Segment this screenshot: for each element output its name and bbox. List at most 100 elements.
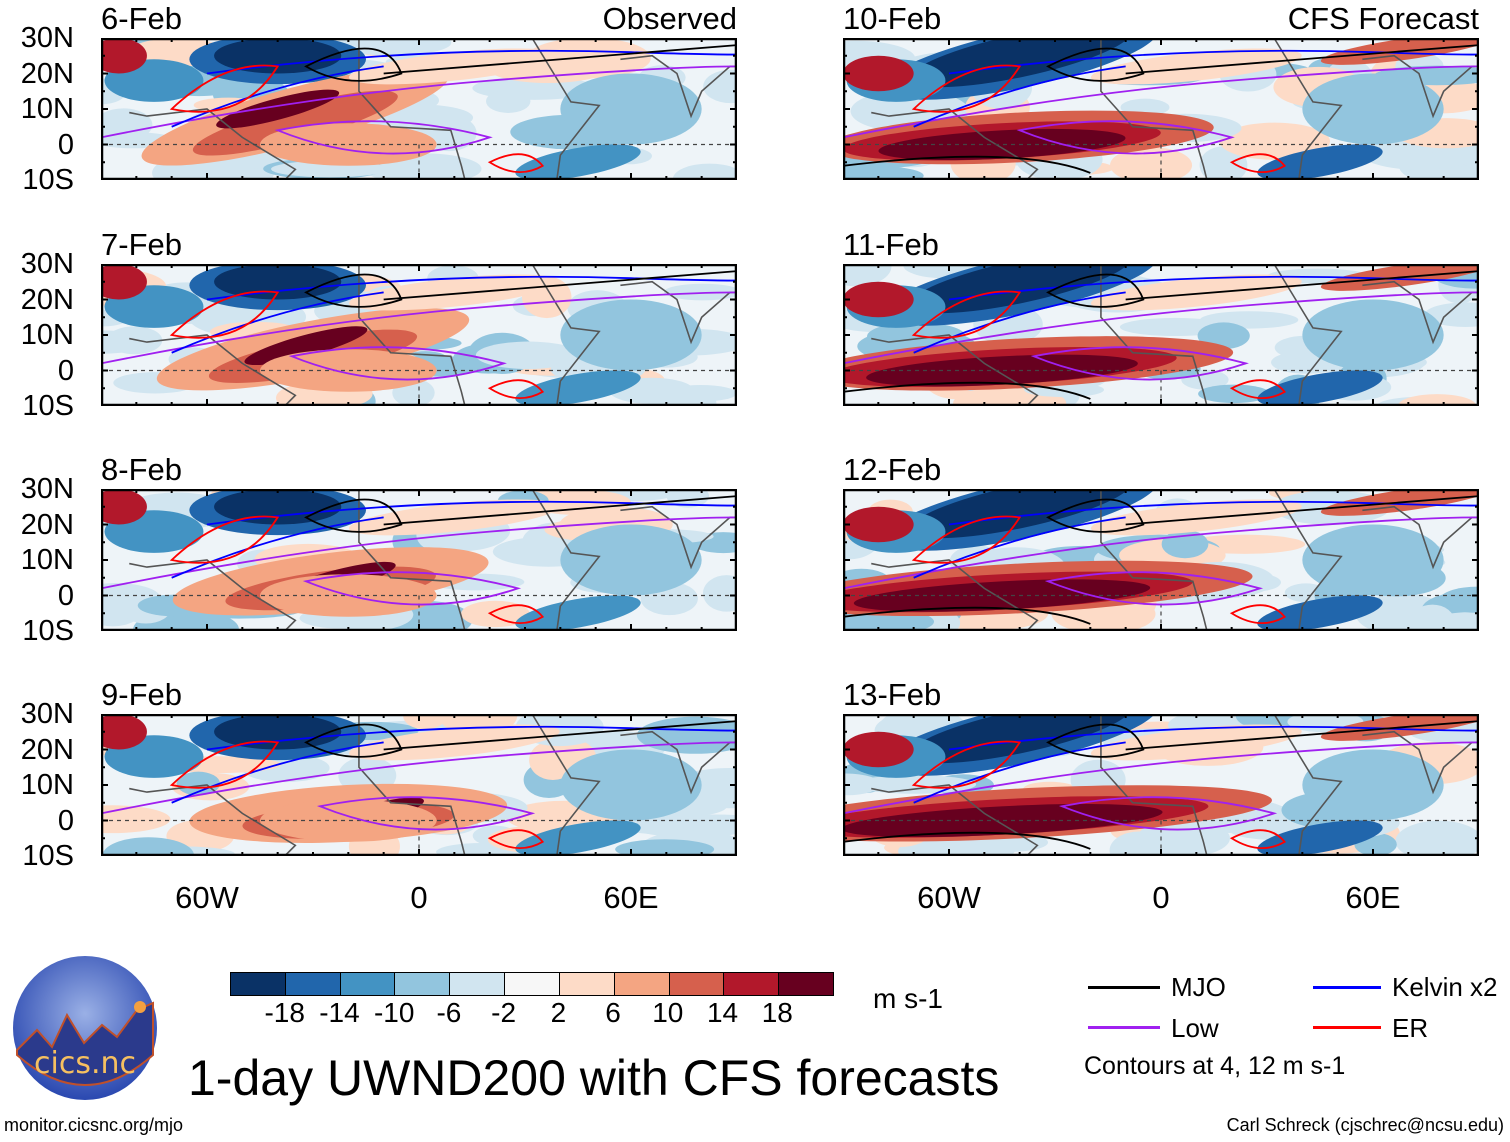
wind-anomaly-blob: [1257, 820, 1383, 856]
mjo-contour: [304, 273, 403, 308]
wind-anomaly-blob: [1302, 73, 1444, 145]
colorbar: [230, 972, 834, 996]
mjo-contour: [383, 270, 737, 301]
colorbar-swatch: [231, 973, 286, 995]
legend-label-mjo: MJO: [1171, 972, 1226, 1002]
low-contour: [288, 346, 507, 381]
panel-date: 6-Feb: [101, 1, 182, 36]
lat-label: 20N: [20, 733, 74, 766]
map-panel: [101, 489, 737, 631]
legend-label-kelvin: Kelvin x2: [1392, 972, 1498, 1002]
er-contour: [487, 829, 545, 849]
wind-anomaly-blob: [260, 123, 437, 166]
wind-anomaly-blob: [1110, 147, 1193, 180]
lon-label: 60W: [917, 880, 981, 915]
map-panel: [101, 38, 737, 180]
wind-anomaly-blob: [102, 837, 194, 856]
mjo-contour: [383, 44, 737, 75]
low-contour: [843, 741, 1479, 815]
mjo-contour: [1125, 44, 1479, 75]
cics-logo: cics.nc: [12, 955, 158, 1101]
colorbar-tick-label: -6: [436, 997, 462, 1028]
colorbar-tick-label: -10: [373, 997, 415, 1028]
wind-anomaly-blob: [843, 506, 914, 543]
wind-anomaly-blob: [348, 724, 560, 761]
er-contour: [169, 740, 280, 789]
wind-anomaly-blob: [672, 163, 737, 180]
colorbar-tick-label: 18: [761, 997, 793, 1028]
low-contour: [302, 571, 522, 606]
panel-date: 11-Feb: [843, 227, 939, 262]
lon-label: 0: [410, 880, 428, 915]
wind-anomaly-blob: [560, 73, 702, 145]
wind-anomaly-blob: [101, 264, 147, 300]
wind-anomaly-blob: [703, 69, 737, 104]
mjo-contour: [1046, 723, 1145, 758]
lat-label: 20N: [20, 508, 74, 541]
wind-anomaly-blob: [1257, 370, 1383, 406]
wind-anomaly-blob: [333, 38, 452, 56]
wind-anomaly-blob: [515, 370, 641, 406]
wind-anomaly-blob: [101, 330, 153, 354]
kelvin-contour: [171, 291, 384, 354]
wind-anomaly-blob: [101, 38, 147, 74]
wind-anomaly-blob: [214, 264, 342, 300]
colorbar-tick-label: 10: [652, 997, 684, 1028]
lat-label: 0: [57, 579, 74, 612]
wind-anomaly-blob: [843, 731, 914, 768]
colorbar-tick-label: 14: [706, 997, 739, 1028]
wind-anomaly-blob: [878, 128, 1126, 161]
wind-anomaly-blob: [515, 820, 641, 856]
colorbar-swatch: [450, 973, 506, 995]
wind-anomaly-blob: [1398, 394, 1477, 406]
er-contour: [169, 290, 280, 339]
coastline: [129, 38, 737, 180]
wind-anomaly-blob: [486, 89, 531, 113]
low-contour: [316, 796, 536, 831]
kelvin-contour: [948, 271, 1479, 301]
kelvin-contour: [913, 741, 1126, 804]
mjo-contour: [1046, 498, 1145, 533]
wind-anomaly-blob: [843, 55, 914, 92]
wind-anomaly-blob: [515, 595, 641, 631]
legend-line-mjo: [1088, 986, 1160, 989]
wind-anomaly-blob: [1236, 803, 1297, 839]
wind-anomaly-blob: [663, 283, 737, 301]
lat-label: 10S: [22, 390, 74, 422]
coastline: [871, 489, 1479, 631]
footer-url[interactable]: monitor.cicsnc.org/mjo: [4, 1115, 184, 1135]
legend-label-er: ER: [1392, 1013, 1429, 1043]
mjo-contour: [1046, 273, 1145, 308]
wind-anomaly-blob: [1320, 264, 1479, 291]
colorbar-swatch: [505, 973, 560, 995]
colorbar-tick-label: -2: [491, 997, 517, 1028]
panel-date: 9-Feb: [101, 677, 182, 712]
kelvin-contour: [206, 496, 737, 526]
map-panel: [843, 38, 1479, 180]
mjo-contour: [304, 498, 403, 533]
low-contour: [1044, 571, 1264, 606]
low-contour: [1030, 346, 1249, 381]
map-panel: [843, 489, 1479, 631]
mjo-contour: [843, 606, 1091, 625]
wind-anomaly-blob: [403, 714, 447, 730]
map-panel: [843, 264, 1479, 406]
lat-label: 30N: [20, 698, 74, 730]
logo-text: cics.nc: [34, 1046, 136, 1081]
wind-anomaly-blob: [1424, 302, 1479, 327]
colorbar-swatch: [614, 973, 670, 995]
colorbar-tick-label: 6: [605, 997, 621, 1028]
wind-anomaly-blob: [843, 773, 881, 796]
panel-date: 7-Feb: [101, 227, 182, 262]
low-contour: [101, 516, 737, 590]
er-contour: [169, 515, 280, 564]
er-contour: [1229, 153, 1287, 173]
wind-anomaly-blob: [260, 799, 437, 842]
panel-source-tag: CFS Forecast: [1287, 1, 1479, 36]
kelvin-contour: [171, 65, 384, 128]
wind-anomaly-blob: [216, 89, 340, 129]
colorbar-swatch: [559, 973, 615, 995]
wind-anomaly-blob: [214, 714, 342, 750]
lon-label: 60W: [175, 880, 239, 915]
wind-anomaly-blob: [1090, 274, 1302, 311]
